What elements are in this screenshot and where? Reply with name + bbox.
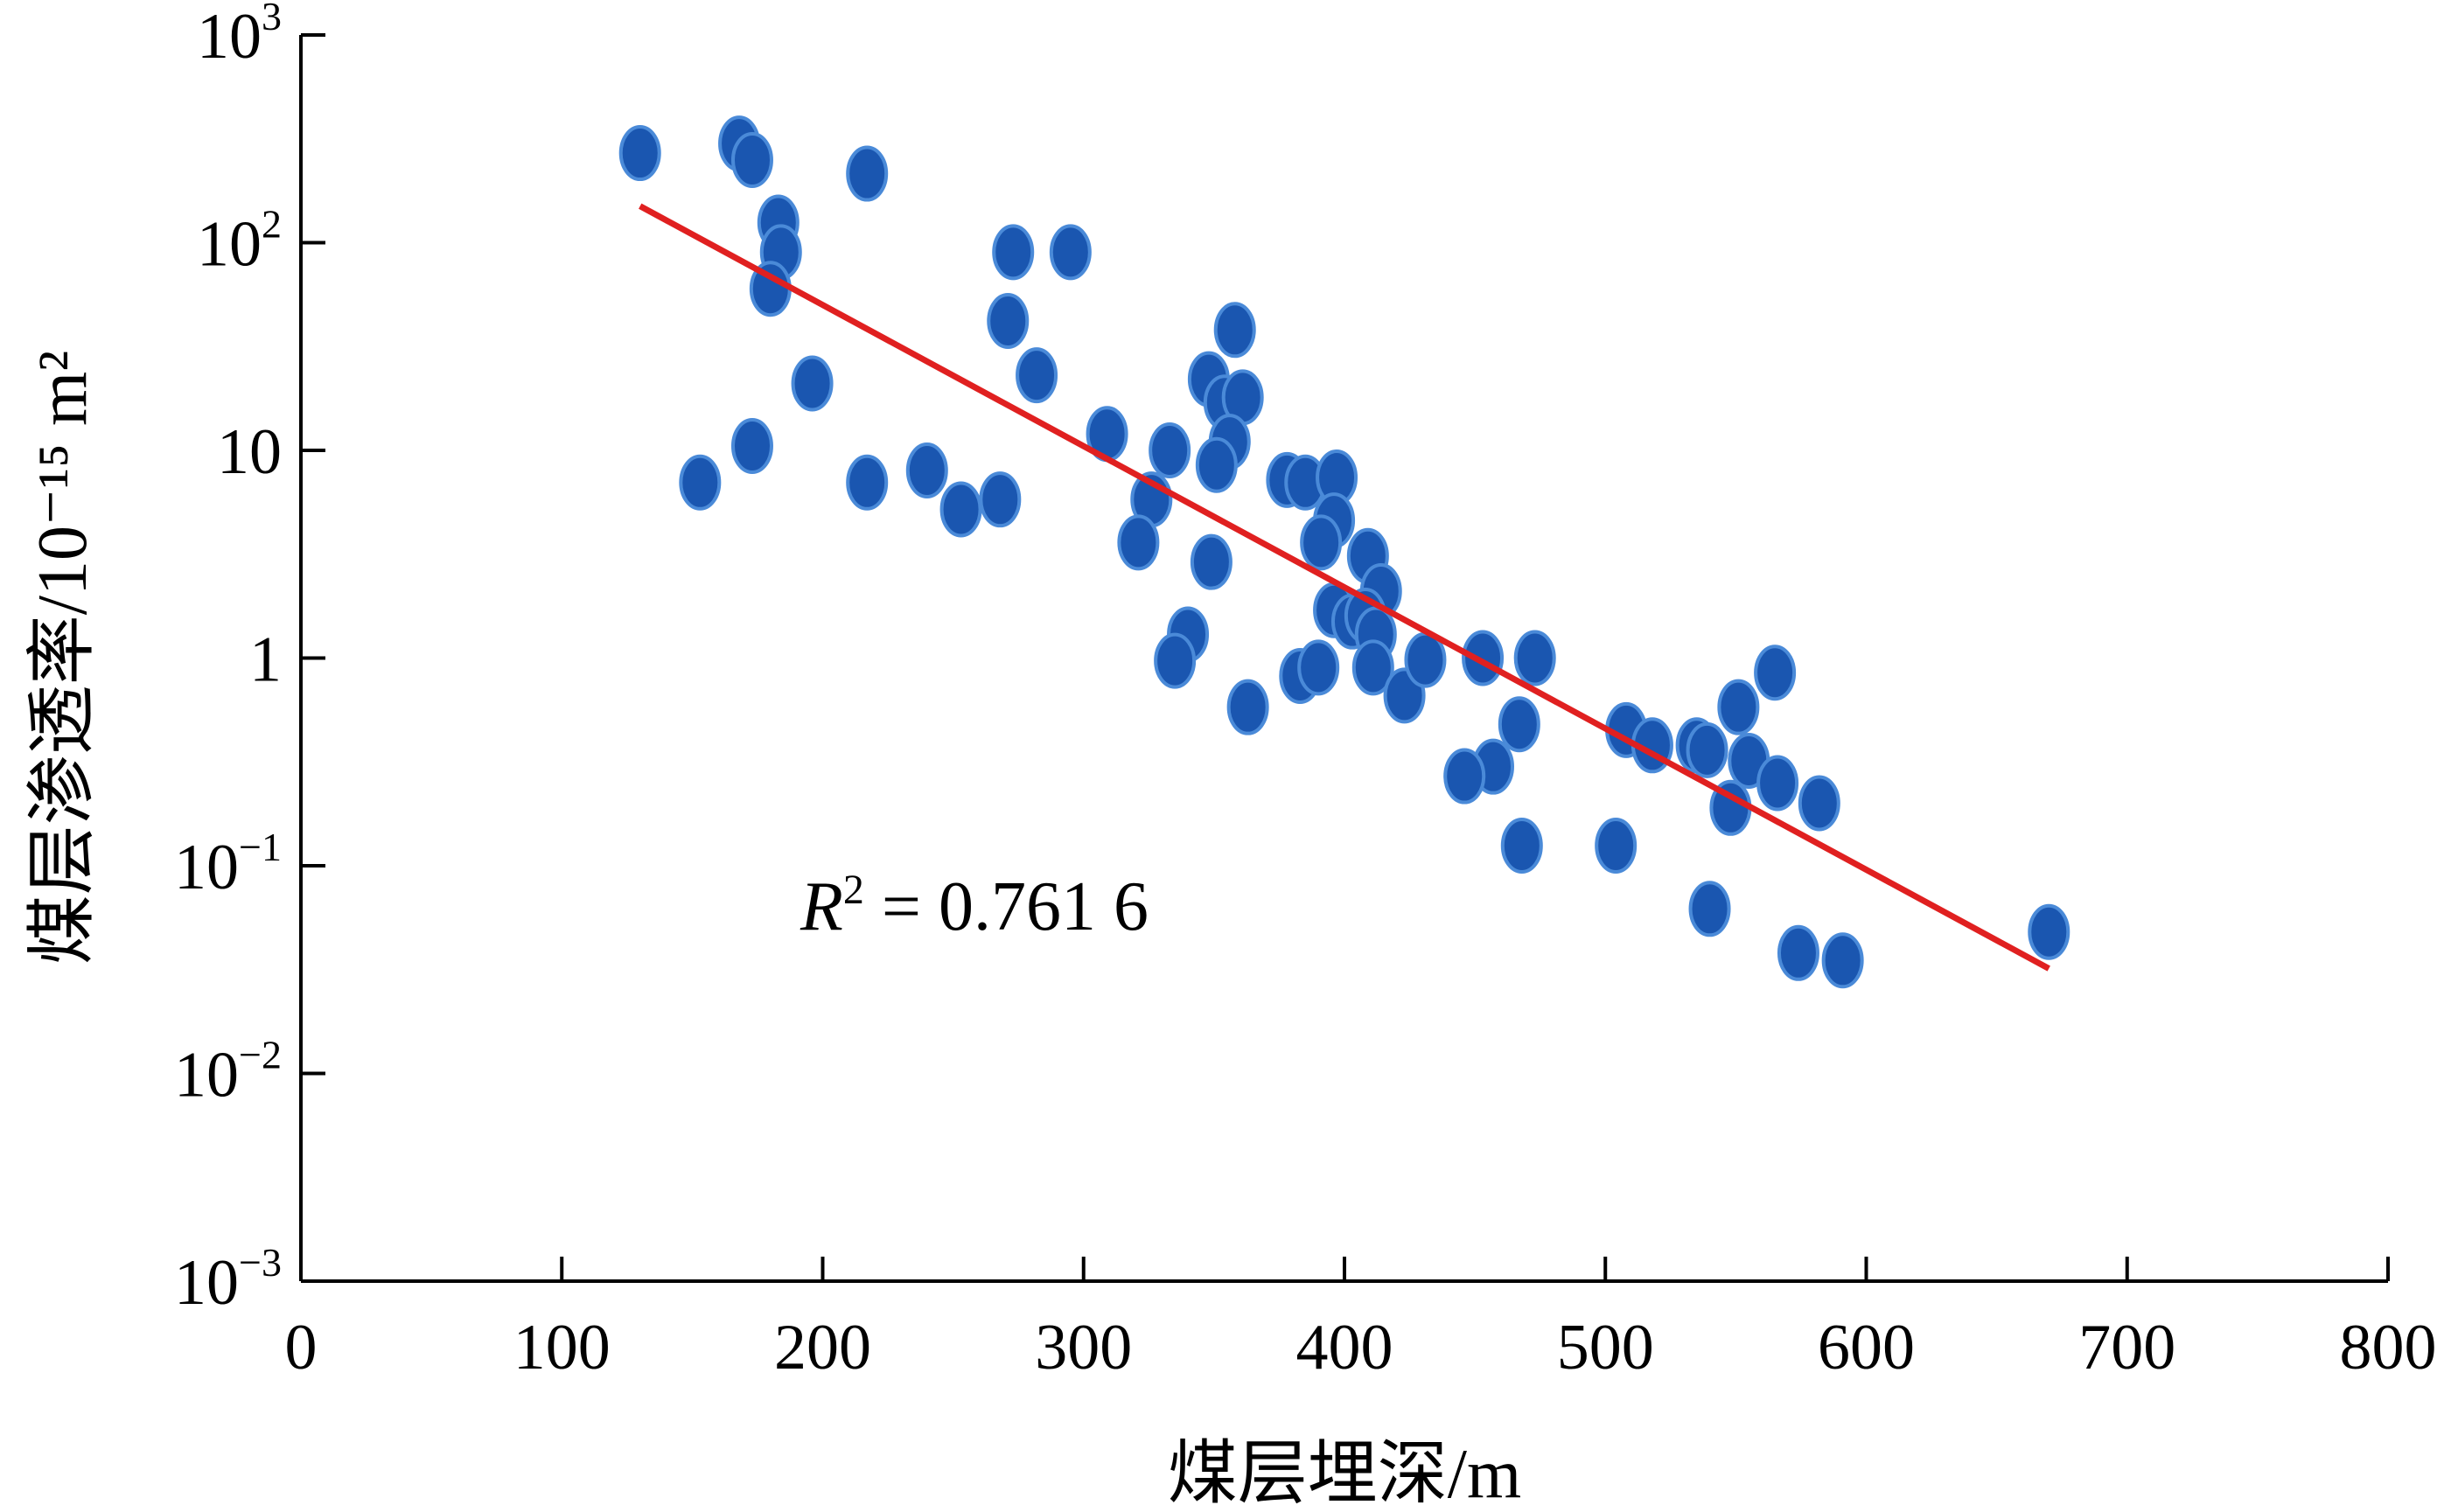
data-point [1595,817,1638,874]
data-point [1016,347,1058,404]
data-point [730,417,773,474]
data-point [1117,514,1160,571]
data-point [1777,924,1819,981]
y-tick-label: 10−2 [174,1033,282,1111]
x-tick-label: 100 [513,1312,611,1383]
y-tick-label: 10 [217,416,282,488]
data-point [846,145,889,202]
y-ticks: 10−3 10−2 10−1 1 10 102 103 [174,0,325,1319]
data-point [730,131,773,188]
data-point [1498,696,1540,753]
fit-line [639,203,2050,972]
data-point [1688,881,1731,937]
data-point [791,355,834,412]
x-tick-label: 0 [285,1312,318,1383]
y-tick-label: 1 [249,624,282,696]
data-point [1226,679,1269,735]
x-tick-label: 700 [2078,1312,2175,1383]
data-point [905,442,948,499]
x-axis-label: 煤层埋深/m [1168,1436,1521,1512]
y-tick-label: 10−1 [174,825,282,903]
data-point [1500,817,1543,874]
y-tick-label: 10−3 [174,1240,282,1319]
data-point [1297,639,1340,696]
x-tick-label: 400 [1296,1312,1393,1383]
y-axis-label: 煤层渗透率/10⁻¹⁵ m² [24,351,101,965]
data-point [1798,775,1840,832]
data-point [1443,748,1486,805]
data-point [1300,514,1343,571]
points-layer [618,115,2070,989]
data-point [1149,422,1191,478]
data-point [939,481,982,538]
x-tick-label: 600 [1818,1312,1915,1383]
x-tick-label: 300 [1035,1312,1132,1383]
x-tick-label: 800 [2340,1312,2437,1383]
r-squared-annotation: R2 = 0.761 6 [800,867,1149,945]
data-point [846,454,889,511]
data-point [1049,224,1092,281]
x-ticks: 0 100 200 300 400 500 600 700 800 [285,1257,2437,1383]
data-point [1756,755,1799,812]
data-point [1717,679,1760,735]
data-point [1821,932,1864,989]
data-point [979,471,1022,528]
data-point [1190,533,1232,590]
x-tick-label: 500 [1557,1312,1654,1383]
data-point [992,224,1035,281]
data-point [1462,630,1505,686]
x-tick-label: 200 [774,1312,871,1383]
data-point [618,125,661,182]
data-point [1686,721,1728,778]
data-point [1195,436,1238,493]
y-tick-label: 102 [197,202,282,281]
data-point [987,292,1030,349]
data-point [1754,645,1797,701]
data-point [1351,639,1394,696]
data-point [1213,302,1256,359]
data-point [679,454,722,511]
data-point [2028,903,2070,960]
data-point [1154,632,1197,689]
y-tick-label: 103 [197,0,282,73]
data-point [1513,630,1556,686]
